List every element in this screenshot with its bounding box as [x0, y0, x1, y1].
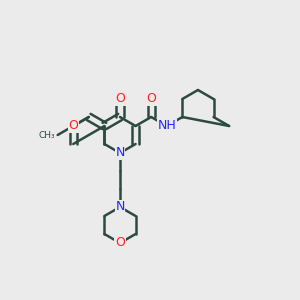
Text: O: O	[146, 92, 156, 106]
Text: O: O	[115, 92, 125, 106]
Text: O: O	[68, 119, 78, 133]
Text: N: N	[115, 146, 125, 160]
Text: N: N	[115, 200, 125, 214]
Text: CH₃: CH₃	[38, 130, 55, 140]
Text: NH: NH	[158, 119, 176, 133]
Text: O: O	[115, 236, 125, 250]
